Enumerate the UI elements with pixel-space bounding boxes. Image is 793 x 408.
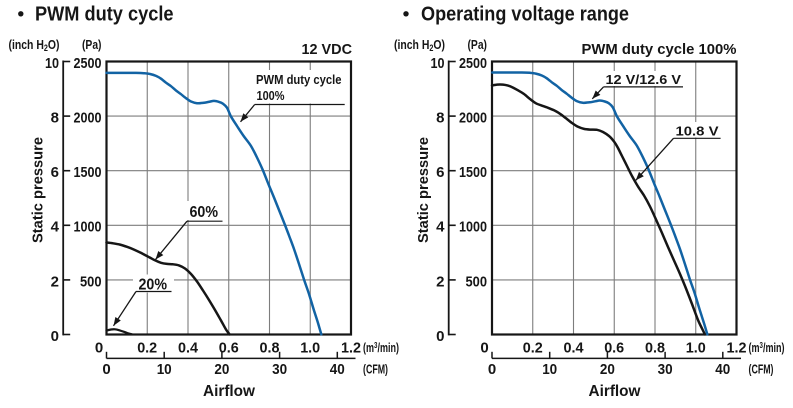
svg-text:0: 0 xyxy=(488,361,496,378)
svg-text:1500: 1500 xyxy=(74,164,102,181)
svg-text:(CFM): (CFM) xyxy=(749,363,774,377)
svg-text:Airflow: Airflow xyxy=(589,383,642,400)
svg-text:0.4: 0.4 xyxy=(178,340,199,357)
svg-text:1000: 1000 xyxy=(74,219,102,236)
svg-text:Static pressure: Static pressure xyxy=(415,137,432,243)
svg-text:(CFM): (CFM) xyxy=(363,363,388,377)
svg-text:60%: 60% xyxy=(190,204,219,221)
svg-text:0.6: 0.6 xyxy=(604,340,624,357)
svg-text:500: 500 xyxy=(466,273,488,290)
svg-text:30: 30 xyxy=(272,361,287,378)
svg-text:1000: 1000 xyxy=(459,219,487,236)
svg-text:10: 10 xyxy=(431,55,445,72)
svg-text:4: 4 xyxy=(436,219,445,236)
svg-text:40: 40 xyxy=(330,361,345,378)
svg-text:20%: 20% xyxy=(139,277,168,294)
svg-text:0: 0 xyxy=(102,361,110,378)
svg-text:2: 2 xyxy=(436,273,444,290)
svg-text:(inch H2O): (inch H2O) xyxy=(394,37,445,53)
svg-text:2000: 2000 xyxy=(459,110,487,127)
svg-text:1.0: 1.0 xyxy=(686,340,706,357)
svg-text:10.8 V: 10.8 V xyxy=(676,123,720,138)
svg-text:0: 0 xyxy=(480,340,488,357)
svg-text:PWM duty cycle: PWM duty cycle xyxy=(35,4,174,26)
svg-text:10: 10 xyxy=(45,55,59,72)
svg-text:20: 20 xyxy=(600,361,615,378)
svg-text:2500: 2500 xyxy=(74,55,102,72)
svg-text:12 V/12.6 V: 12 V/12.6 V xyxy=(606,72,682,87)
svg-text:6: 6 xyxy=(51,164,59,181)
svg-text:0.2: 0.2 xyxy=(137,340,157,357)
svg-text:(Pa): (Pa) xyxy=(82,37,102,52)
svg-text:PWM duty cycle 100%: PWM duty cycle 100% xyxy=(582,41,737,58)
svg-text:0.4: 0.4 xyxy=(564,340,585,357)
svg-text:40: 40 xyxy=(715,361,730,378)
svg-text:0.6: 0.6 xyxy=(219,340,239,357)
svg-text:(Pa): (Pa) xyxy=(468,37,488,52)
svg-text:Static pressure: Static pressure xyxy=(30,137,47,243)
svg-text:1.2: 1.2 xyxy=(341,340,361,357)
svg-text:Airflow: Airflow xyxy=(203,383,256,400)
svg-text:1.2: 1.2 xyxy=(727,340,747,357)
svg-text:10: 10 xyxy=(157,361,172,378)
svg-text:0.8: 0.8 xyxy=(260,340,280,357)
svg-text:(inch H2O): (inch H2O) xyxy=(9,37,60,53)
svg-text:0.2: 0.2 xyxy=(523,340,543,357)
svg-text:6: 6 xyxy=(436,164,444,181)
svg-text:500: 500 xyxy=(80,273,102,290)
svg-text:0: 0 xyxy=(95,340,103,357)
svg-text:12 VDC: 12 VDC xyxy=(302,41,353,58)
svg-text:Operating voltage range: Operating voltage range xyxy=(421,4,629,26)
svg-text:10: 10 xyxy=(542,361,557,378)
svg-text:0: 0 xyxy=(436,328,444,345)
svg-text:100%: 100% xyxy=(257,88,286,103)
svg-text:20: 20 xyxy=(214,361,229,378)
svg-text:1.0: 1.0 xyxy=(300,340,320,357)
svg-text:2: 2 xyxy=(51,273,59,290)
svg-text:(m3/min): (m3/min) xyxy=(363,340,399,355)
svg-text:(m3/min): (m3/min) xyxy=(749,340,785,355)
svg-text:4: 4 xyxy=(51,219,60,236)
svg-text:PWM duty cycle: PWM duty cycle xyxy=(256,72,342,87)
svg-text:0: 0 xyxy=(51,328,59,345)
svg-text:1500: 1500 xyxy=(459,164,487,181)
svg-text:2500: 2500 xyxy=(459,55,487,72)
svg-text:2000: 2000 xyxy=(74,110,102,127)
svg-text:8: 8 xyxy=(51,110,59,127)
svg-text:30: 30 xyxy=(658,361,673,378)
svg-text:8: 8 xyxy=(436,110,444,127)
svg-text:0.8: 0.8 xyxy=(645,340,665,357)
